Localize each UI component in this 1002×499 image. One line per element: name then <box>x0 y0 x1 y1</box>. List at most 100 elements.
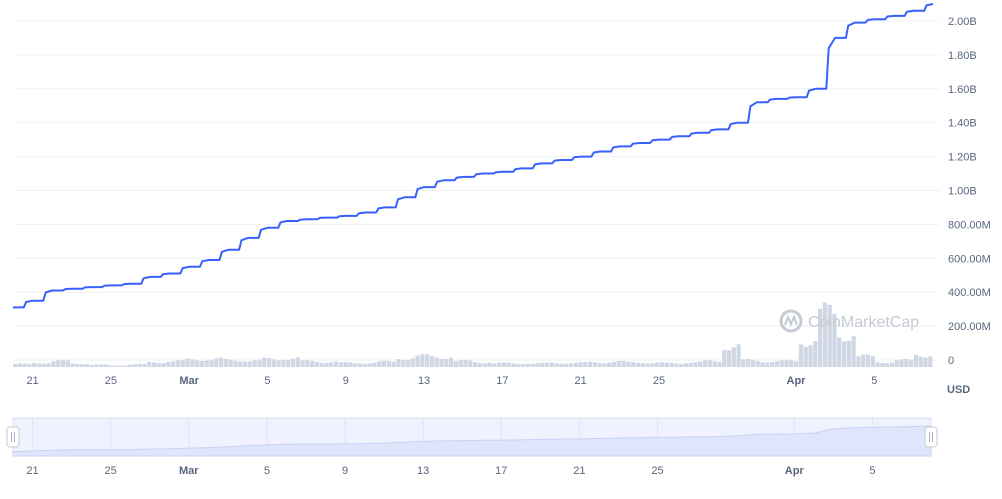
volume-bar <box>645 363 650 367</box>
volume-bar <box>348 362 353 367</box>
volume-bar <box>889 362 895 367</box>
x-tick-label: 25 <box>653 375 665 387</box>
volume-bar <box>928 356 933 367</box>
range-navigator[interactable] <box>6 417 938 457</box>
data-point <box>561 159 562 160</box>
volume-bar <box>223 358 229 367</box>
volume-bar <box>784 359 789 367</box>
volume-bar <box>329 362 334 367</box>
volume-bar <box>525 364 530 367</box>
data-point <box>110 285 111 286</box>
volume-bar <box>372 362 377 367</box>
volume-bar <box>559 363 564 367</box>
volume-bar <box>425 354 430 367</box>
volume-bar <box>755 360 760 367</box>
x-tick-label: 5 <box>871 375 877 387</box>
unit-label: USD <box>947 384 970 396</box>
volume-bar <box>611 361 617 367</box>
volume-bar <box>846 340 851 367</box>
volume-bar <box>760 362 765 367</box>
volume-bar <box>674 363 679 367</box>
volume-bar <box>204 360 209 367</box>
volume-bar <box>602 363 607 367</box>
volume-bar <box>27 363 32 367</box>
data-point <box>521 168 522 169</box>
data-point <box>776 98 777 99</box>
volume-bar <box>832 313 837 367</box>
volume-bar <box>56 360 61 367</box>
x-axis: 21 25 Mar 5 9 13 17 21 25 Apr 5 <box>26 375 877 387</box>
navigator-left-handle[interactable] <box>6 426 20 448</box>
data-point <box>756 102 757 103</box>
volume-bar <box>199 360 205 367</box>
data-point <box>91 287 92 288</box>
data-point <box>384 207 385 208</box>
x-tick-label: 21 <box>26 375 38 387</box>
volume-bar <box>195 360 200 367</box>
volume-bar <box>789 360 794 367</box>
volume-bar <box>746 358 751 367</box>
y-tick-label: 1.20B <box>948 152 977 164</box>
data-point <box>228 249 229 250</box>
volume-bar <box>703 360 708 367</box>
volume-bar <box>597 363 602 367</box>
volume-bar <box>214 358 219 367</box>
volume-bar <box>616 360 621 367</box>
data-point <box>189 266 190 267</box>
data-point <box>795 97 796 98</box>
volume-bar <box>568 363 574 367</box>
volume-bar <box>381 360 387 367</box>
volume-bar <box>247 361 252 367</box>
x-tick-label: 21 <box>575 375 587 387</box>
volume-bar <box>841 341 847 367</box>
volume-bar <box>851 336 856 367</box>
volume-bar <box>607 362 612 367</box>
volume-bar <box>132 364 137 367</box>
volume-bar <box>185 358 190 367</box>
data-point <box>737 122 738 123</box>
navigator-tick-label: 17 <box>495 465 507 477</box>
volume-bar <box>693 362 698 367</box>
x-tick-label: Mar <box>179 375 199 387</box>
volume-bar <box>635 362 641 367</box>
volume-bar <box>17 363 22 367</box>
volume-bar <box>707 360 712 367</box>
volume-bar <box>118 365 123 367</box>
volume-bar <box>94 364 99 367</box>
data-point <box>404 197 405 198</box>
volume-bar <box>290 358 296 367</box>
volume-bar <box>803 346 808 367</box>
navigator-tick-label: 5 <box>264 465 270 477</box>
y-tick-label: 1.00B <box>948 185 977 197</box>
data-point <box>482 173 483 174</box>
volume-bar <box>664 362 669 367</box>
data-point <box>424 187 425 188</box>
data-point <box>913 10 914 11</box>
navigator-tick-label: 9 <box>342 465 348 477</box>
volume-bar <box>147 361 152 367</box>
volume-bar <box>305 360 310 367</box>
volume-bar <box>463 359 468 367</box>
volume-bar <box>36 363 42 367</box>
volume-bar <box>99 364 104 367</box>
volume-bar <box>588 361 593 367</box>
volume-bar <box>770 361 775 367</box>
volume-bar <box>243 361 248 367</box>
volume-bar <box>885 363 890 367</box>
volume-bar <box>396 359 401 367</box>
data-point <box>150 276 151 277</box>
volume-bar <box>276 360 281 367</box>
x-tick-label: 17 <box>496 375 508 387</box>
volume-bar <box>166 362 171 367</box>
volume-bar <box>818 308 823 367</box>
volume-bar <box>899 359 904 367</box>
volume-bar <box>592 362 597 367</box>
volume-bar <box>262 357 267 367</box>
navigator-right-handle[interactable] <box>924 426 938 448</box>
volume-bar <box>410 358 415 367</box>
data-point <box>463 176 464 177</box>
volume-bar <box>420 354 425 367</box>
volume-bar <box>501 362 506 367</box>
